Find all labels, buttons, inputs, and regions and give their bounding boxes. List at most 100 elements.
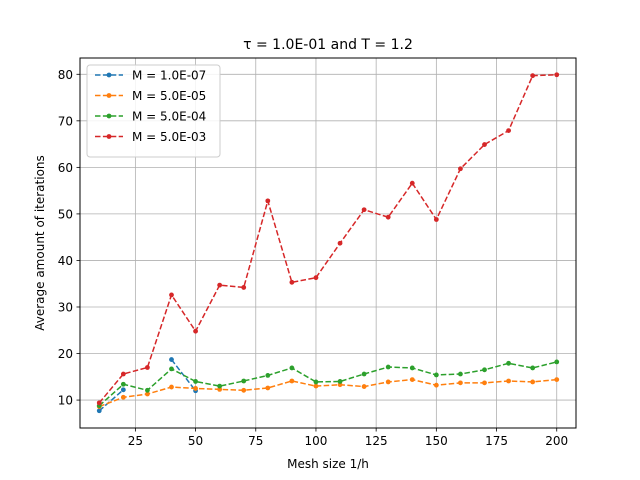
y-tick-label: 50 xyxy=(58,207,73,221)
data-point xyxy=(265,373,271,378)
data-point xyxy=(289,279,295,285)
series-2 xyxy=(96,377,560,409)
data-point xyxy=(217,383,223,389)
data-point xyxy=(313,383,319,389)
data-point xyxy=(337,379,343,384)
data-point xyxy=(193,386,198,391)
chart-title: τ = 1.0E-01 and T = 1.2 xyxy=(243,37,413,53)
legend: M = 1.0E-07 M = 5.0E-05 M = 5.0E-04 M = 5.0… xyxy=(86,64,221,158)
y-axis-label: Average amount of iterations xyxy=(33,155,47,331)
data-point xyxy=(217,282,223,288)
x-tick-label: 75 xyxy=(248,434,263,448)
x-tick-label: 125 xyxy=(365,434,388,448)
data-point xyxy=(120,394,126,400)
data-point xyxy=(120,381,126,387)
grid-lines xyxy=(80,58,576,428)
data-point xyxy=(96,408,102,414)
data-point xyxy=(482,142,487,147)
data-point xyxy=(554,359,560,365)
legend-entry: M = 5.0E-04 xyxy=(95,110,206,124)
x-tick-label: 50 xyxy=(188,434,203,448)
data-point xyxy=(530,365,536,371)
x-axis-label: Mesh size 1/h xyxy=(287,457,369,471)
legend-swatch-marker xyxy=(106,113,112,119)
data-point xyxy=(169,366,174,372)
data-point xyxy=(265,198,271,204)
legend-box xyxy=(86,64,221,158)
data-point xyxy=(361,371,367,377)
data-point xyxy=(385,379,391,385)
x-tick-label: 200 xyxy=(545,434,568,448)
y-tick-label: 30 xyxy=(58,300,73,314)
data-point xyxy=(458,380,463,386)
x-tick-label: 100 xyxy=(305,434,328,448)
data-point xyxy=(361,207,367,213)
data-point xyxy=(506,128,511,134)
data-point xyxy=(169,292,174,298)
y-tick-label: 80 xyxy=(58,68,73,82)
data-point xyxy=(313,275,319,281)
data-point xyxy=(385,364,391,370)
legend-entry: M = 1.0E-07 xyxy=(95,69,206,83)
data-point xyxy=(241,378,247,384)
series-4 xyxy=(96,72,560,406)
y-tick-label: 20 xyxy=(58,347,73,361)
data-point xyxy=(265,385,271,391)
data-point xyxy=(169,384,174,390)
legend-label: M = 5.0E-05 xyxy=(132,89,206,103)
data-point xyxy=(409,365,415,371)
data-point xyxy=(145,391,150,397)
legend-label: M = 5.0E-04 xyxy=(132,110,206,124)
data-point xyxy=(554,377,560,382)
series-layer xyxy=(96,72,560,414)
data-point xyxy=(506,360,511,366)
data-point xyxy=(337,240,343,246)
plot-frame xyxy=(79,57,577,429)
data-point xyxy=(289,365,295,371)
data-point xyxy=(145,387,150,393)
data-point xyxy=(458,166,463,172)
data-point xyxy=(554,72,560,78)
y-tick-label: 70 xyxy=(58,114,73,128)
legend-label: M = 5.0E-03 xyxy=(132,130,206,144)
data-point xyxy=(433,372,439,378)
legend-entry: M = 5.0E-03 xyxy=(95,130,206,144)
legend-swatch-marker xyxy=(106,93,112,98)
x-tick-label: 25 xyxy=(128,434,143,448)
data-point xyxy=(409,180,415,186)
data-point xyxy=(361,384,367,389)
data-point xyxy=(169,357,174,362)
legend-swatch-marker xyxy=(106,134,112,139)
series-3 xyxy=(96,359,560,409)
data-point xyxy=(433,217,439,222)
data-point xyxy=(120,387,126,393)
data-point xyxy=(289,378,295,384)
x-tick-label: 150 xyxy=(425,434,448,448)
data-point xyxy=(241,387,247,393)
data-point xyxy=(530,73,536,79)
data-point xyxy=(530,379,536,385)
series-line xyxy=(98,389,124,412)
data-point xyxy=(409,377,415,382)
legend-entry: M = 5.0E-05 xyxy=(95,89,206,103)
y-tick-label: 10 xyxy=(58,394,73,408)
data-point xyxy=(241,285,247,290)
series-line xyxy=(98,378,557,408)
y-tick-label: 40 xyxy=(58,254,73,268)
y-tick-label: 60 xyxy=(58,161,73,175)
data-point xyxy=(482,380,487,386)
data-point xyxy=(120,371,126,377)
data-point xyxy=(433,382,439,388)
data-point xyxy=(193,328,198,334)
x-tick-label: 175 xyxy=(485,434,508,448)
x-axis-ticks: 25 50 75 100 125 150 175 200 xyxy=(128,428,568,448)
data-point xyxy=(458,371,463,377)
series-line xyxy=(98,361,557,407)
y-axis-ticks: 10 20 30 40 50 60 70 80 xyxy=(58,68,80,408)
data-point xyxy=(145,365,150,370)
data-point xyxy=(313,379,319,385)
legend-label: M = 1.0E-07 xyxy=(132,69,206,83)
data-point xyxy=(385,214,391,220)
data-point xyxy=(506,378,511,384)
